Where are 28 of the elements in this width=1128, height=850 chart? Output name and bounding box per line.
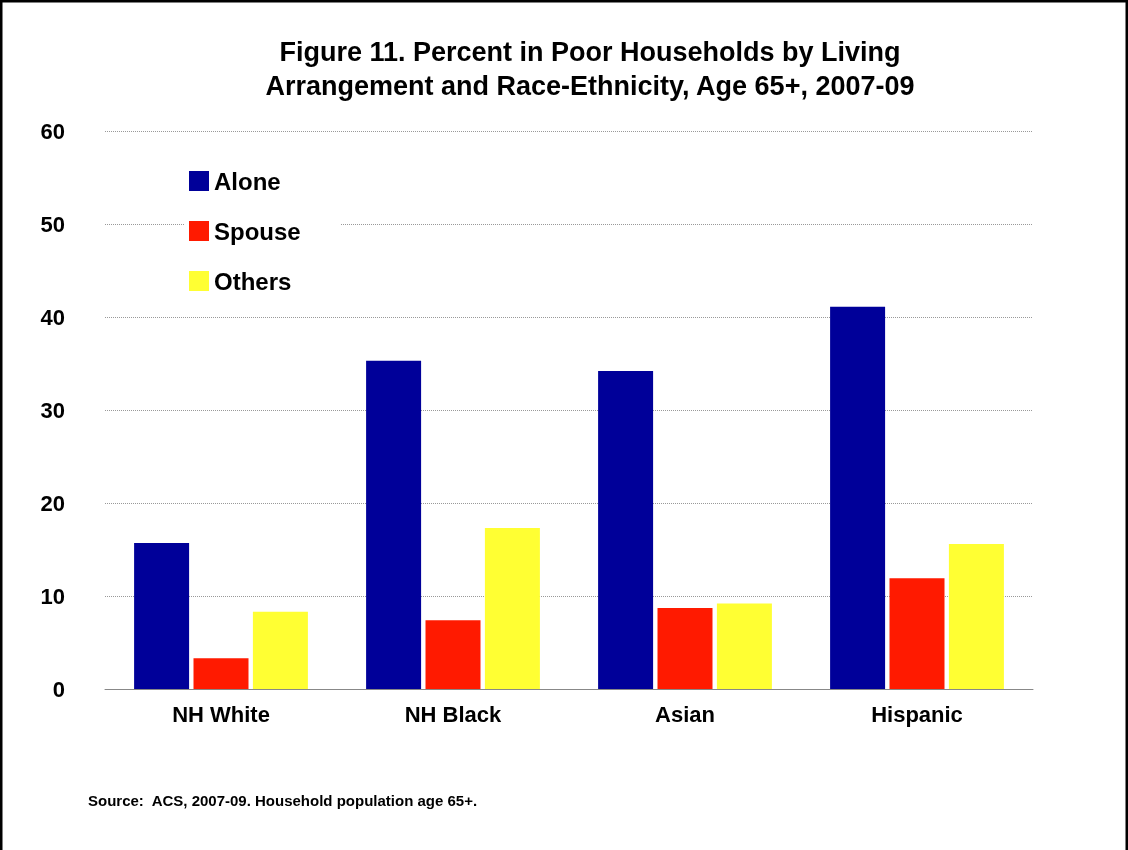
bar <box>366 360 422 689</box>
bar <box>484 528 540 689</box>
bar <box>657 608 713 689</box>
bar <box>252 611 308 689</box>
bar <box>425 620 481 689</box>
bar <box>716 603 772 689</box>
y-tick-label: 40 <box>40 304 65 330</box>
legend-label: Spouse <box>214 217 301 245</box>
bar <box>889 578 945 689</box>
x-tick-label: Hispanic <box>871 701 963 727</box>
chart-title: Figure 11. Percent in Poor Households by Living Arrangement and Race-Ethnicity, Age 65+, 2007-09 <box>265 37 915 101</box>
y-tick-label: 50 <box>40 211 65 237</box>
legend-label: Others <box>214 267 292 295</box>
x-tick-label: NH White <box>172 701 270 727</box>
x-tick-label: Asian <box>655 701 715 727</box>
legend-label: Alone <box>214 167 281 195</box>
bar <box>134 542 190 689</box>
bar <box>193 658 249 689</box>
bar <box>948 543 1004 689</box>
x-tick-label: NH Black <box>404 701 503 727</box>
y-tick-label: 20 <box>40 490 65 516</box>
y-tick-label: 0 <box>52 676 65 702</box>
source-note: Source: ACS, 2007-09. Household population age 65+. <box>88 792 478 809</box>
bar <box>830 306 886 689</box>
y-tick-label: 10 <box>40 583 65 609</box>
y-tick-label: 60 <box>40 118 65 144</box>
bar <box>598 370 654 689</box>
y-tick-label: 30 <box>40 397 65 423</box>
